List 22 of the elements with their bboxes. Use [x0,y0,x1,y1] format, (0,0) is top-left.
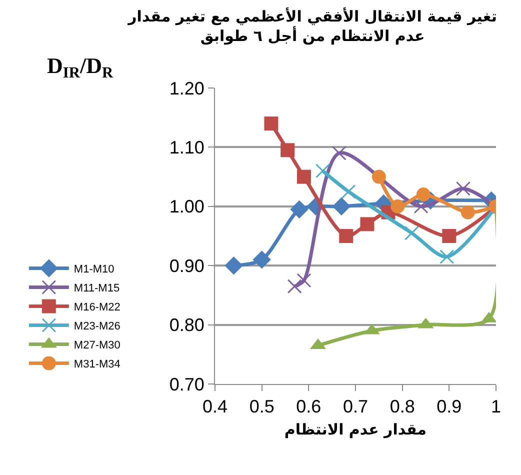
legend-label: M1-M10 [74,264,114,276]
y-tick-label: 0.80 [169,315,204,336]
legend-label: M31-M34 [74,358,120,371]
legend-label: M23-M26 [74,320,120,333]
x-tick-label: 1 [490,396,502,417]
x-tick-label: 0.8 [390,396,415,417]
y-tick-label: 1.10 [169,138,204,158]
x-tick-label: 0.7 [342,396,368,417]
legend-label: M16-M22 [74,302,120,314]
y-tick-label: 0.90 [169,256,204,276]
x-tick-label: 0.6 [296,396,322,417]
chart-title: تغير قيمة الانتقال الأفقي الأعظمي مع تغير مقدار عدم الانتظام من أجل ٦ طوابق [127,6,498,45]
legend-label: M27-M30 [74,340,120,352]
x-axis-title: مقدار عدم الانتظام [284,420,427,439]
y-axis-title: D$_{IR}$/D$_{R}$ [47,53,114,82]
x-tick-label: 0.4 [202,396,228,417]
y-tick-label: 0.70 [169,374,204,394]
y-tick-label: 1.00 [169,196,204,217]
x-tick-label: 0.9 [436,396,462,417]
legend-label: M11-M15 [74,282,120,295]
x-tick-label: 0.5 [249,396,274,417]
y-tick-label: 1.20 [169,78,204,98]
